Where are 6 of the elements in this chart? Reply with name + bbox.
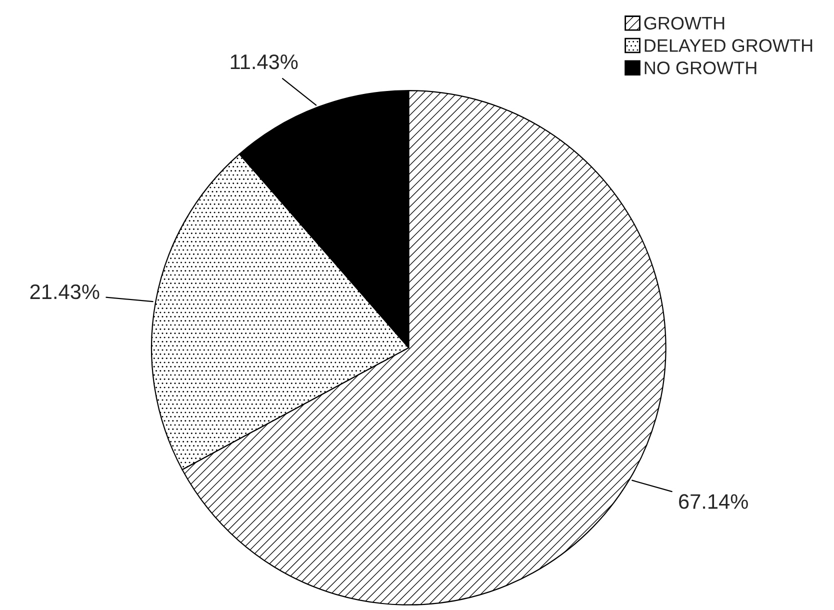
data-label: 11.43% [230, 54, 298, 70]
data-label: 21.43% [30, 284, 100, 300]
legend-label: DELAYED GROWTH [644, 39, 812, 52]
legend-label: NO GROWTH [644, 62, 756, 74]
legend-label: GROWTH [644, 16, 724, 30]
data-label: 67.14% [679, 494, 748, 509]
